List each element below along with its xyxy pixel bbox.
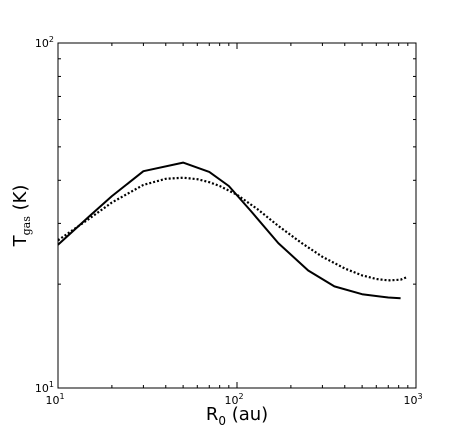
y-tick-label: 102 (35, 35, 54, 50)
x-tick-label: 101 (45, 392, 64, 407)
series-line-solid (57, 161, 401, 300)
y-tick-label: 101 (35, 380, 54, 395)
x-axis-ticks: 101 102 103 (45, 43, 423, 407)
y-axis-label: Tgas (K) (10, 185, 33, 248)
series-line-dotted (57, 176, 409, 282)
plot-area (57, 42, 417, 389)
y-axis-ticks: 101 102 (35, 35, 416, 395)
series-layer (57, 161, 409, 300)
x-axis-label: R0 (au) (206, 404, 268, 428)
x-tick-label: 102 (224, 392, 243, 407)
x-tick-label: 103 (403, 392, 422, 407)
